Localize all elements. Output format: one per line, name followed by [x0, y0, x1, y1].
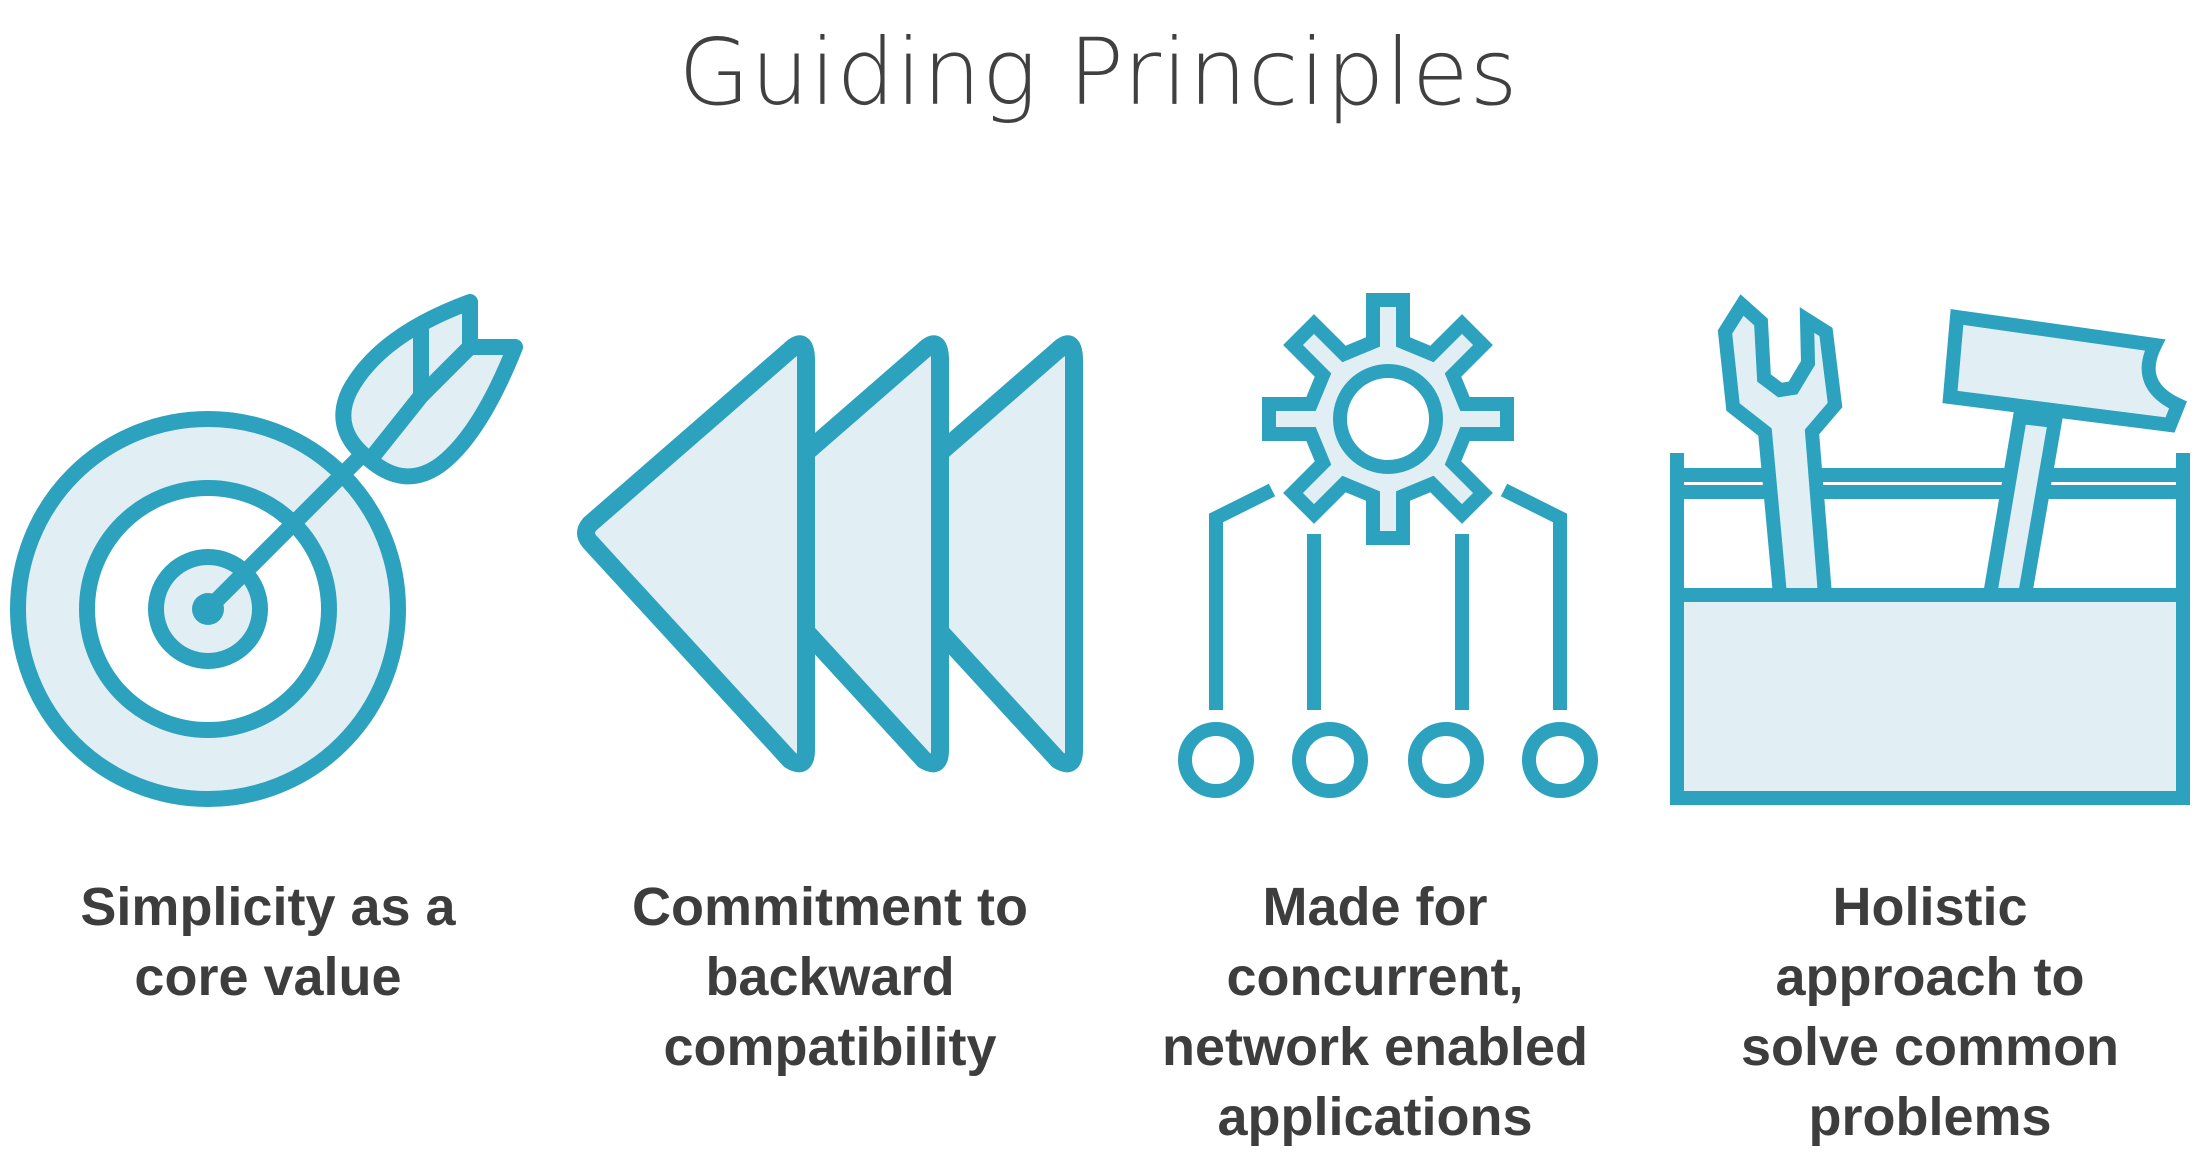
principle-compatibility-caption: Commitment to backward compatibility	[570, 872, 1090, 1082]
caption-line: network enabled	[1161, 1017, 1589, 1077]
principle-simplicity-caption: Simplicity as a core value	[8, 872, 528, 1012]
rewind-arrows-icon	[560, 320, 1100, 790]
principle-holistic-caption: Holistic approach to solve common proble…	[1670, 872, 2190, 1152]
caption-line: problems	[1808, 1087, 2052, 1147]
caption-line: Simplicity as a	[80, 877, 456, 937]
caption-line: Made for	[1262, 877, 1488, 937]
caption-line: backward	[705, 947, 955, 1007]
caption-line: applications	[1217, 1087, 1533, 1147]
page-title: Guiding Principles	[678, 19, 1519, 126]
principle-concurrency-caption: Made for concurrent, network enabled app…	[1115, 872, 1635, 1152]
caption-line: Holistic	[1832, 877, 2028, 937]
caption-line: Commitment to	[632, 877, 1028, 937]
caption-line: approach to	[1775, 947, 2085, 1007]
caption-line: concurrent,	[1226, 947, 1524, 1007]
caption-line: compatibility	[663, 1017, 997, 1077]
caption-line: solve common	[1740, 1017, 2120, 1077]
target-arrow-icon	[0, 280, 540, 820]
toolbox-icon	[1660, 294, 2197, 815]
caption-line: core value	[134, 947, 402, 1007]
gear-network-icon	[1160, 290, 1600, 820]
